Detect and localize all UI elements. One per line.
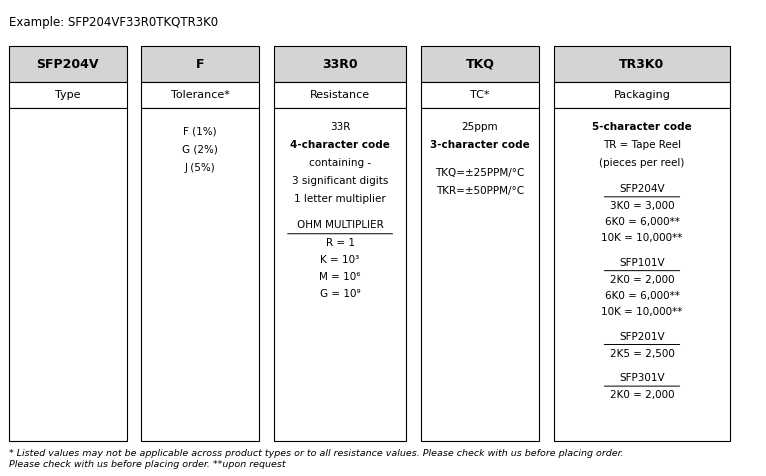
Text: 2K5 = 2,500: 2K5 = 2,500 <box>610 349 674 359</box>
FancyBboxPatch shape <box>273 82 406 108</box>
Text: Packaging: Packaging <box>614 90 670 100</box>
Text: SFP204V: SFP204V <box>37 58 99 70</box>
FancyBboxPatch shape <box>421 108 539 441</box>
Text: 1 letter multiplier: 1 letter multiplier <box>294 194 386 204</box>
Text: Please check with us before placing order. **upon request: Please check with us before placing orde… <box>8 460 286 469</box>
Text: Example: SFP204VF33R0TKQTR3K0: Example: SFP204VF33R0TKQTR3K0 <box>8 16 218 29</box>
Text: K = 10³: K = 10³ <box>320 255 360 265</box>
FancyBboxPatch shape <box>141 46 259 82</box>
Text: 3 significant digits: 3 significant digits <box>292 176 388 186</box>
Text: TKQ=±25PPM/°C: TKQ=±25PPM/°C <box>435 169 525 178</box>
FancyBboxPatch shape <box>141 108 259 441</box>
Text: 6K0 = 6,000**: 6K0 = 6,000** <box>604 291 679 301</box>
Text: F (1%): F (1%) <box>183 127 217 137</box>
Text: SFP101V: SFP101V <box>619 258 665 268</box>
Text: SFP201V: SFP201V <box>619 332 665 342</box>
Text: Resistance: Resistance <box>310 90 370 100</box>
Text: 4-character code: 4-character code <box>290 140 390 150</box>
Text: 25ppm: 25ppm <box>462 122 499 132</box>
Text: TC*: TC* <box>470 90 489 100</box>
FancyBboxPatch shape <box>554 82 730 108</box>
Text: 33R0: 33R0 <box>322 58 358 70</box>
FancyBboxPatch shape <box>554 108 730 441</box>
Text: Type: Type <box>55 90 80 100</box>
FancyBboxPatch shape <box>8 82 126 108</box>
FancyBboxPatch shape <box>554 46 730 82</box>
Text: 3-character code: 3-character code <box>430 140 530 150</box>
FancyBboxPatch shape <box>273 46 406 82</box>
Text: 10K = 10,000**: 10K = 10,000** <box>601 233 683 243</box>
Text: TKR=±50PPM/°C: TKR=±50PPM/°C <box>436 187 524 197</box>
Text: OHM MULTIPLIER: OHM MULTIPLIER <box>296 220 384 230</box>
Text: R = 1: R = 1 <box>326 238 355 248</box>
Text: containing -: containing - <box>309 158 372 168</box>
FancyBboxPatch shape <box>421 46 539 82</box>
Text: M = 10⁶: M = 10⁶ <box>319 272 361 282</box>
FancyBboxPatch shape <box>8 108 126 441</box>
FancyBboxPatch shape <box>421 82 539 108</box>
Text: 5-character code: 5-character code <box>592 122 692 132</box>
Text: TR = Tape Reel: TR = Tape Reel <box>603 140 681 150</box>
FancyBboxPatch shape <box>141 82 259 108</box>
Text: 33R: 33R <box>330 122 350 132</box>
Text: 2K0 = 2,000: 2K0 = 2,000 <box>610 390 674 400</box>
Text: (pieces per reel): (pieces per reel) <box>599 158 685 168</box>
Text: 6K0 = 6,000**: 6K0 = 6,000** <box>604 217 679 227</box>
Text: Tolerance*: Tolerance* <box>171 90 230 100</box>
Text: * Listed values may not be applicable across product types or to all resistance : * Listed values may not be applicable ac… <box>8 448 624 457</box>
Text: F: F <box>196 58 205 70</box>
Text: G (2%): G (2%) <box>182 145 218 155</box>
Text: SFP301V: SFP301V <box>619 373 665 383</box>
Text: 3K0 = 3,000: 3K0 = 3,000 <box>610 201 674 211</box>
FancyBboxPatch shape <box>273 108 406 441</box>
Text: G = 10⁹: G = 10⁹ <box>319 289 361 299</box>
Text: SFP204V: SFP204V <box>619 184 665 194</box>
Text: J (5%): J (5%) <box>185 163 215 173</box>
Text: TR3K0: TR3K0 <box>620 58 665 70</box>
Text: 10K = 10,000**: 10K = 10,000** <box>601 307 683 317</box>
Text: TKQ: TKQ <box>466 58 494 70</box>
Text: 2K0 = 2,000: 2K0 = 2,000 <box>610 275 674 285</box>
FancyBboxPatch shape <box>8 46 126 82</box>
